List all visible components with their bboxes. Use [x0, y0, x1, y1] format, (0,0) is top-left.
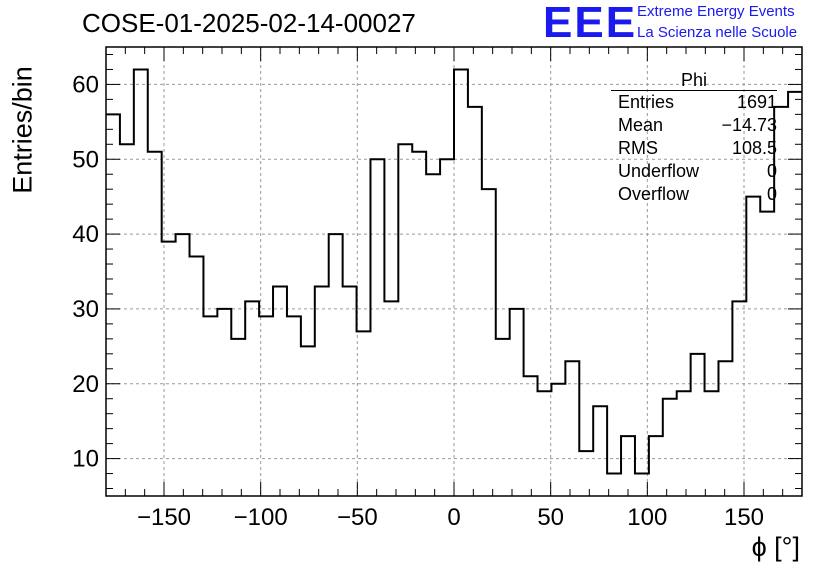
y-tick-label: 10 [72, 446, 99, 473]
y-tick-label: 50 [72, 146, 99, 173]
y-axis-label: Entries/bin [7, 66, 38, 194]
stats-title: Phi [611, 70, 777, 91]
stats-label: Mean [618, 115, 664, 135]
stats-value: 1691 [736, 92, 777, 112]
stats-box: Phi Entries 1691 Mean −14.73 RMS 108.5 U… [611, 70, 777, 206]
stats-row: Mean −14.73 [611, 114, 777, 137]
stats-row: Entries 1691 [611, 91, 777, 114]
x-tick-label: −100 [234, 504, 288, 531]
x-tick-label: 0 [447, 504, 460, 531]
y-tick-label: 20 [72, 371, 99, 398]
y-tick-label: 40 [72, 221, 99, 248]
stats-value: 0 [766, 184, 777, 204]
stats-label: RMS [618, 138, 658, 158]
stats-value: 0 [766, 161, 777, 181]
stats-row: Overflow 0 [611, 183, 777, 206]
stats-row: Underflow 0 [611, 160, 777, 183]
stats-value: 108.5 [731, 138, 777, 158]
histogram-line [106, 68, 802, 475]
eee-logo: EEE [543, 0, 638, 47]
x-tick-label: 50 [537, 504, 564, 531]
stats-row: RMS 108.5 [611, 137, 777, 160]
x-tick-label: −50 [337, 504, 378, 531]
y-tick-label: 60 [72, 71, 99, 98]
x-tick-label: 150 [724, 504, 764, 531]
y-tick-label: 30 [72, 296, 99, 323]
stats-label: Entries [618, 92, 675, 112]
x-tick-label: −150 [137, 504, 191, 531]
x-axis-label: ϕ [°] [751, 532, 800, 562]
x-tick-label: 100 [627, 504, 667, 531]
stats-label: Underflow [618, 161, 700, 181]
y-axis-label-box: Entries/bin [8, 66, 38, 194]
logo-line-1: Extreme Energy Events [637, 3, 795, 20]
logo-line-2: La Scienza nelle Scuole [637, 24, 798, 41]
stats-label: Overflow [618, 184, 690, 204]
chart-title: COSE-01-2025-02-14-00027 [82, 8, 416, 38]
stats-value: −14.73 [721, 115, 777, 135]
